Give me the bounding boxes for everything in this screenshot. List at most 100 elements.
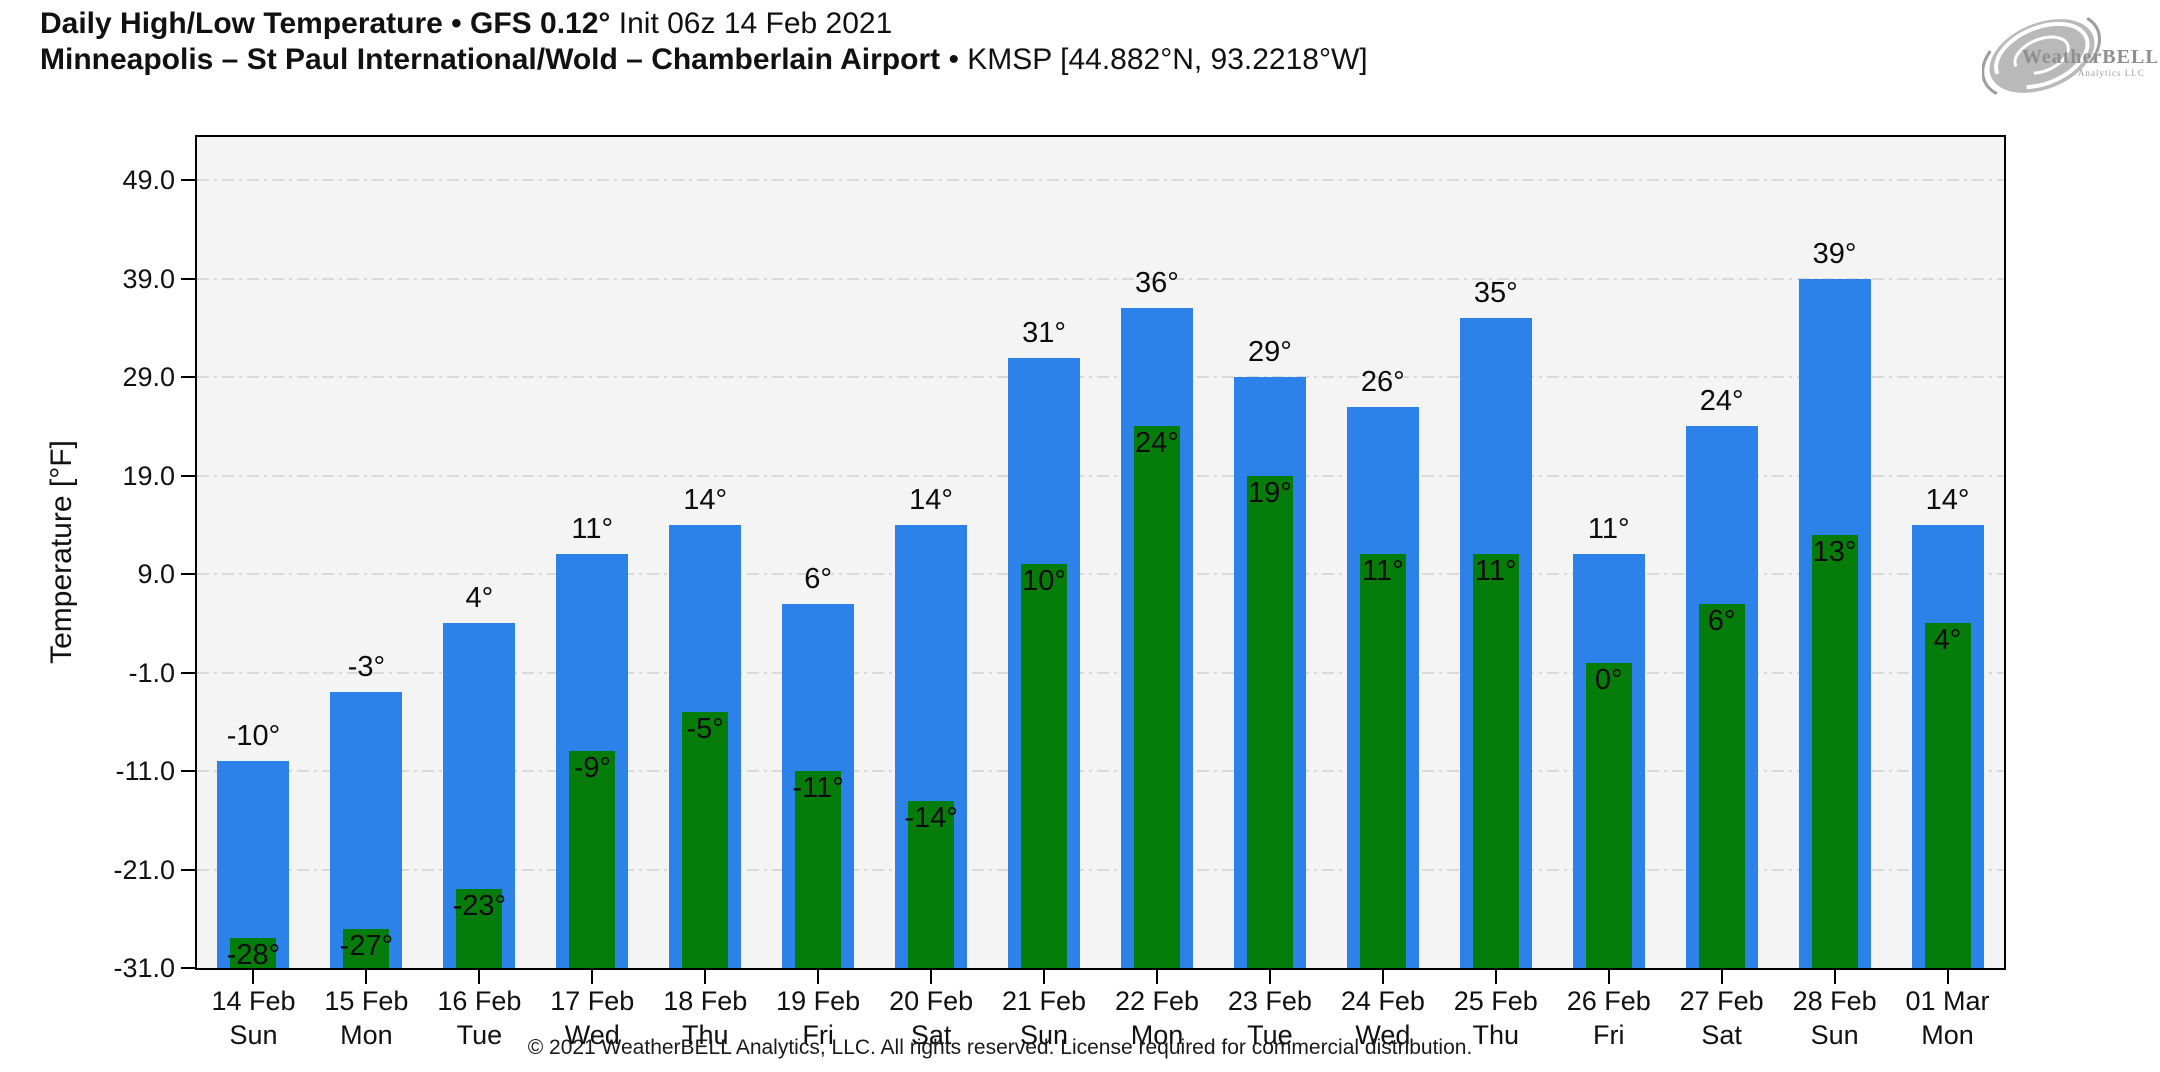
low-bar [1924, 623, 1971, 968]
y-tick [181, 967, 195, 969]
high-value-label: 11° [1587, 513, 1630, 546]
x-axis-label-date: 25 Feb [1453, 986, 1538, 1016]
low-bar [908, 800, 955, 968]
x-tick [1381, 970, 1384, 984]
x-tick [1607, 970, 1610, 984]
high-value-label: 4° [465, 582, 494, 615]
x-axis-label: 21 Feb Sun [959, 984, 1129, 1052]
x-tick [252, 970, 255, 984]
x-axis-label-date: 26 Feb [1566, 986, 1651, 1016]
copyright-notice: © 2021 WeatherBELL Analytics, LLC. All r… [527, 1036, 1473, 1059]
x-axis-label-date: 01 Mar [1905, 986, 1990, 1016]
weatherbell-swirl-icon: WeatherBELL Analytics LLC [1981, 17, 2159, 95]
y-tick [181, 868, 195, 871]
x-axis-label-day: Thu [1472, 1020, 1520, 1050]
x-axis-label: 27 Feb Sat [1637, 984, 1807, 1052]
chart-title-bold: Daily High/Low Temperature • GFS 0.12° [40, 7, 611, 40]
high-value-label: 26° [1360, 365, 1405, 398]
chart-subtitle-bold: Minneapolis – St Paul International/Wold… [40, 43, 941, 76]
gridline [197, 179, 2004, 182]
weatherbell-logo: WeatherBELL Analytics LLC [1981, 10, 2159, 98]
x-tick [1155, 970, 1158, 984]
gridline [197, 376, 2004, 379]
x-axis-label-date: 16 Feb [437, 986, 522, 1016]
gridline [197, 474, 2004, 477]
high-value-label: 11° [571, 513, 614, 546]
y-tick [181, 277, 195, 280]
low-value-label: 4° [1933, 624, 1962, 657]
x-tick [591, 970, 594, 984]
low-bar [1021, 564, 1068, 968]
x-axis-label-date: 24 Feb [1340, 986, 1425, 1016]
y-tick [181, 474, 195, 477]
x-axis-label: 20 Feb Sat [846, 984, 1016, 1052]
high-value-label: 39° [1812, 237, 1857, 270]
low-value-label: 0° [1594, 663, 1623, 696]
x-axis-label: 24 Feb Wed [1298, 984, 1468, 1052]
low-bar [1811, 534, 1858, 968]
y-tick-label: -1.0 [128, 657, 175, 688]
low-value-label: 6° [1707, 604, 1736, 637]
x-axis-label: 16 Feb Tue [394, 984, 564, 1052]
x-axis-label-day: Sun [229, 1020, 278, 1050]
chart-subtitle: Minneapolis – St Paul International/Wold… [40, 42, 1368, 78]
x-axis-label-date: 20 Feb [889, 986, 974, 1016]
y-tick-label: 9.0 [137, 559, 175, 590]
high-bar [217, 761, 290, 968]
low-value-label: 19° [1247, 476, 1292, 509]
x-axis-label: 28 Feb Sun [1750, 984, 1920, 1052]
low-value-label: -27° [339, 929, 394, 962]
weatherbell-logo-text: WeatherBELL [2022, 46, 2157, 68]
chart-header: Daily High/Low Temperature • GFS 0.12° I… [40, 6, 1368, 78]
x-tick [1494, 970, 1497, 984]
high-value-label: 14° [909, 483, 954, 516]
gridline [197, 770, 2004, 773]
low-bar [1472, 554, 1519, 968]
x-tick [1268, 970, 1271, 984]
low-value-label: -11° [792, 772, 844, 805]
y-tick-label: 29.0 [122, 362, 175, 393]
low-bar [795, 771, 842, 968]
x-axis-label: 26 Feb Fri [1524, 984, 1694, 1052]
x-axis-label-date: 21 Feb [1002, 986, 1087, 1016]
x-axis-label-day: Fri [1592, 1020, 1625, 1050]
x-axis-label-date: 18 Feb [663, 986, 748, 1016]
gridline [197, 277, 2004, 280]
high-value-label: 6° [804, 562, 833, 595]
low-bar [343, 928, 390, 968]
x-axis-label-date: 22 Feb [1114, 986, 1199, 1016]
low-bar [230, 938, 277, 968]
y-tick [181, 770, 195, 773]
low-value-label: 24° [1135, 427, 1179, 460]
y-tick [181, 573, 195, 576]
y-tick [181, 671, 195, 674]
x-axis-label-day: Mon [340, 1020, 393, 1050]
x-axis-label-date: 28 Feb [1792, 986, 1877, 1016]
x-axis-label: 23 Feb Tue [1185, 984, 1355, 1052]
x-axis-label-day: Mon [1130, 1020, 1184, 1050]
low-value-label: -9° [573, 752, 611, 785]
x-axis-label-day: Sun [1020, 1020, 1069, 1050]
x-tick [817, 970, 820, 984]
x-tick [930, 970, 933, 984]
x-axis-label-date: 17 Feb [550, 986, 635, 1016]
high-bar [330, 692, 403, 968]
high-value-label: -10° [226, 720, 281, 753]
x-axis-label-day: Sat [910, 1020, 952, 1050]
x-tick [1043, 970, 1046, 984]
high-value-label: 36° [1135, 267, 1179, 300]
x-axis-label-date: 19 Feb [776, 986, 861, 1016]
high-value-label: -3° [347, 651, 386, 684]
gridline [197, 671, 2004, 674]
x-axis-label-date: 14 Feb [211, 986, 296, 1016]
x-axis-label: 22 Feb Mon [1072, 984, 1242, 1052]
chart-title-regular: Init 06z 14 Feb 2021 [610, 7, 893, 40]
high-value-label: 35° [1473, 277, 1518, 310]
x-axis-label-day: Sat [1701, 1020, 1742, 1050]
low-value-label: 11° [1474, 555, 1517, 588]
low-bar [1698, 603, 1745, 968]
low-value-label: 11° [1361, 555, 1404, 588]
y-tick [181, 179, 195, 182]
gridline [197, 868, 2004, 871]
y-tick-label: -31.0 [113, 953, 175, 983]
